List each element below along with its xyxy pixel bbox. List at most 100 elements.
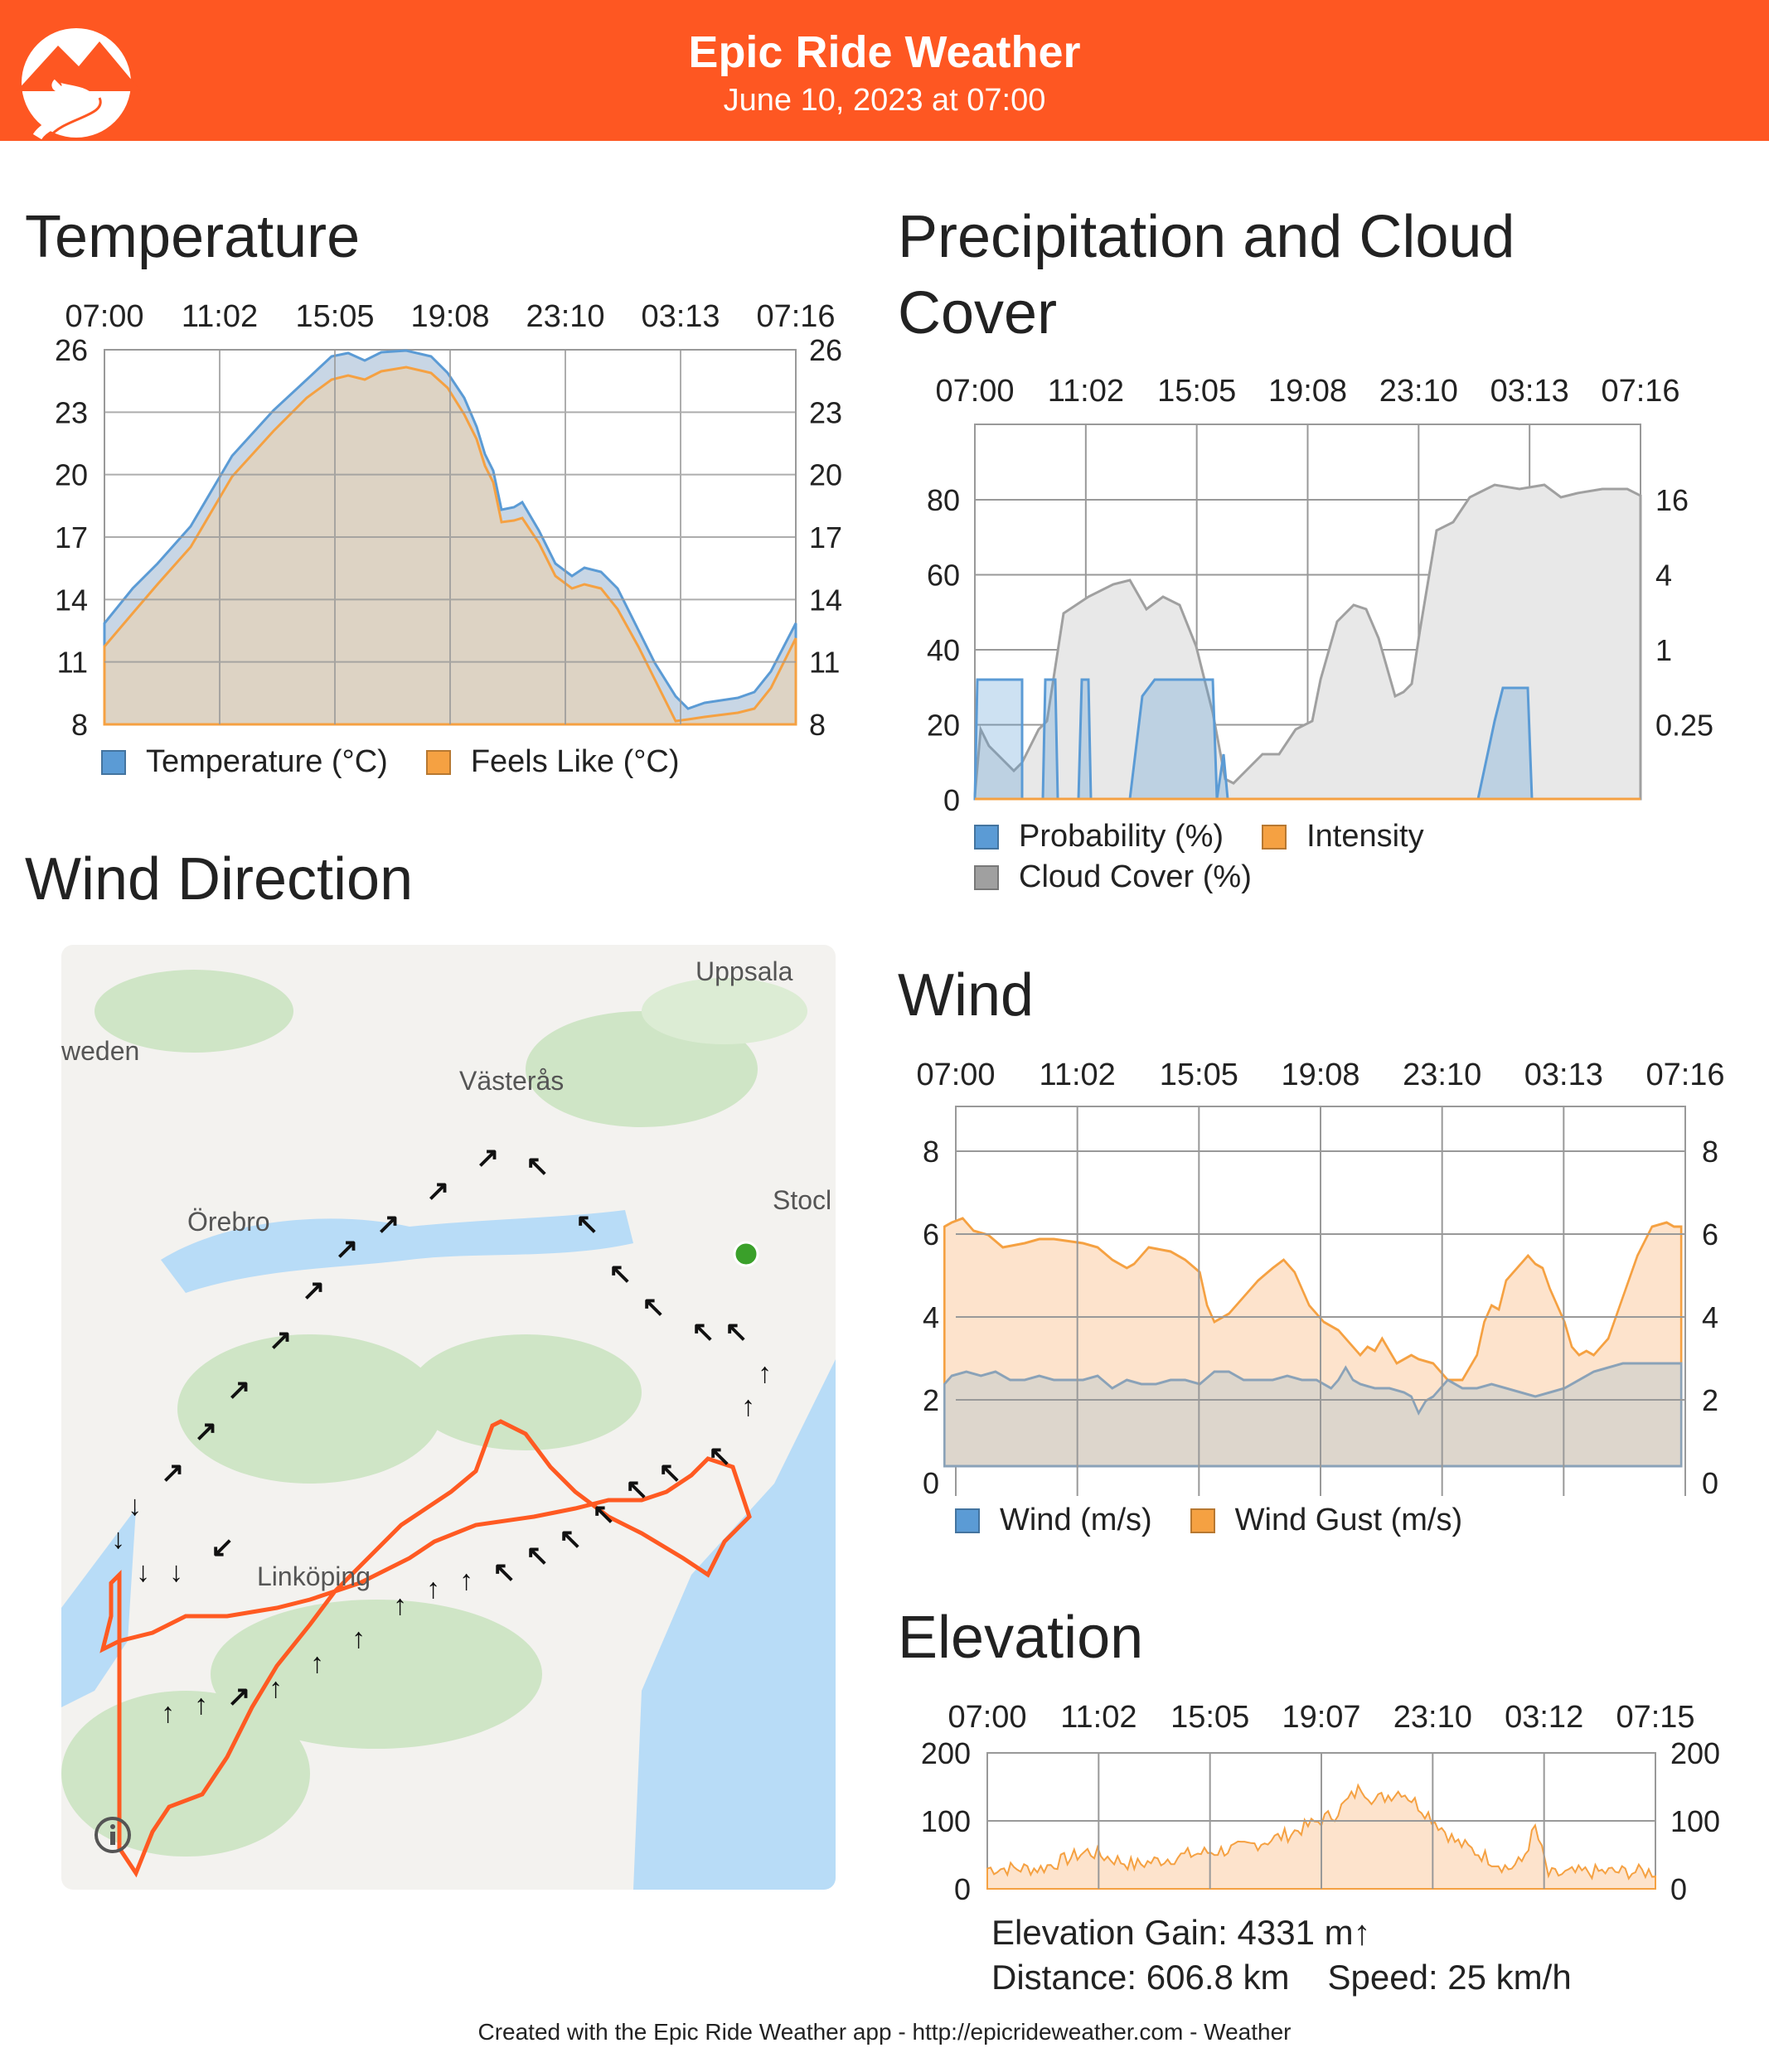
legend-wind-gust[interactable]: Wind Gust (m/s) — [1190, 1503, 1462, 1538]
x-tick-label: 07:00 — [916, 1058, 995, 1092]
map-label-orebro: Örebro — [187, 1207, 270, 1237]
ride-stats: Elevation Gain: 4331 m↑ Distance: 606.8 … — [991, 1910, 1572, 2000]
wind-arrow-icon: ↖ — [642, 1291, 666, 1323]
wind-area — [943, 1362, 1683, 1468]
legend-temperature[interactable]: Temperature (°C) — [101, 744, 388, 780]
x-tick-label: 23:10 — [1379, 374, 1458, 409]
wind-arrow-icon: ↑ — [310, 1648, 324, 1679]
y-tick-label-right: 0 — [1702, 1466, 1718, 1496]
wind-arrow-icon: ↖ — [725, 1316, 749, 1348]
wind-arrow-icon: ↖ — [526, 1540, 550, 1571]
y-tick-label: 11 — [57, 646, 88, 680]
wind-title: Wind — [898, 962, 1035, 1029]
wind-chart: 07:00 11:02 15:05 19:08 23:10 03:13 07:16 8 8 6 6… — [916, 1058, 1725, 1496]
y-tick-label: 20 — [927, 709, 960, 743]
y-tick-label: 8 — [71, 708, 88, 738]
wind-arrow-icon: ↙ — [211, 1532, 235, 1563]
legend-feels-like[interactable]: Feels Like (°C) — [425, 744, 680, 780]
elevation-title: Elevation — [898, 1605, 1144, 1671]
y-tick-label-right: 14 — [809, 583, 842, 617]
wind-arrow-icon: ↖ — [559, 1523, 583, 1555]
wind-arrow-icon: ↗ — [269, 1324, 293, 1356]
legend-cloud-cover[interactable]: Cloud Cover (%) — [974, 859, 1252, 895]
map-canvas — [61, 970, 836, 1890]
y-tick-label: 100 — [921, 1804, 971, 1838]
y-tick-label: 0 — [923, 1466, 939, 1496]
y-tick-label-right: 4 — [1702, 1300, 1718, 1334]
wind-arrow-icon: ↖ — [492, 1556, 516, 1588]
wind-arrow-icon: ↖ — [625, 1474, 649, 1505]
wind-arrow-icon: ↗ — [426, 1175, 450, 1207]
elevation-chart: 07:00 11:02 15:05 19:07 23:10 03:12 07:15 200 2… — [921, 1700, 1720, 1906]
speed: Speed: 25 km/h — [1327, 1958, 1572, 1997]
x-tick-label: 15:05 — [1157, 374, 1236, 409]
x-tick-label: 07:00 — [948, 1700, 1026, 1735]
y-tick-label-right: 26 — [809, 333, 842, 367]
y-tick-label-right: 2 — [1702, 1383, 1718, 1417]
wind-arrow-icon: ↖ — [592, 1498, 616, 1530]
y-tick-label: 20 — [55, 458, 88, 492]
map-label-sweden: weden — [61, 1036, 140, 1066]
distance: Distance: 606.8 km — [991, 1958, 1290, 1997]
map-label-linkoping: Linköping — [257, 1561, 371, 1591]
wind-legend: Wind (m/s) Wind Gust (m/s) — [955, 1503, 1462, 1538]
mountain-road-logo — [17, 28, 141, 140]
wind-arrow-icon: ↖ — [608, 1258, 632, 1290]
y-tick-label-right: 8 — [1702, 1135, 1718, 1169]
y-tick-label-right: 17 — [809, 520, 842, 554]
wind-arrow-icon: ↖ — [708, 1440, 732, 1472]
wind-arrow-icon: ↑ — [269, 1673, 283, 1704]
y-tick-label: 2 — [923, 1383, 939, 1417]
y-tick-label: 23 — [55, 395, 88, 429]
y-tick-label-right: 200 — [1670, 1736, 1720, 1770]
y-tick-label: 17 — [55, 520, 88, 554]
x-tick-label: 19:08 — [1268, 374, 1347, 409]
legend-wind[interactable]: Wind (m/s) — [955, 1503, 1152, 1538]
x-tick-label: 03:13 — [1490, 374, 1569, 409]
x-tick-label: 07:15 — [1616, 1700, 1694, 1735]
y-tick-label-right: 11 — [809, 646, 840, 680]
y-tick-label: 200 — [921, 1736, 971, 1770]
y-tick-label-right: 20 — [809, 458, 842, 492]
y-tick-label-right: 1 — [1655, 633, 1672, 667]
ride-date: June 10, 2023 at 07:00 — [723, 83, 1046, 118]
footer-credit[interactable]: Created with the Epic Ride Weather app -… — [477, 2019, 1292, 2045]
wind-arrow-icon: ↗ — [335, 1233, 359, 1265]
y-tick-label: 80 — [927, 483, 960, 517]
y-tick-label: 26 — [55, 333, 88, 367]
x-tick-label: 23:10 — [526, 299, 604, 334]
x-tick-label: 11:02 — [1040, 1058, 1116, 1092]
y-tick-label: 6 — [923, 1218, 939, 1251]
info-icon[interactable] — [93, 1815, 133, 1855]
wind-arrow-icon: ↓ — [128, 1490, 142, 1522]
elevation-gain: Elevation Gain: 4331 m↑ — [991, 1913, 1371, 1952]
x-tick-label: 11:02 — [182, 299, 258, 334]
x-tick-label: 03:13 — [641, 299, 720, 334]
wind-arrow-icon: ↓ — [136, 1556, 150, 1588]
x-tick-label: 23:10 — [1393, 1700, 1472, 1735]
cloud-cover-area — [973, 483, 1642, 801]
legend-intensity[interactable]: Intensity — [1262, 819, 1424, 854]
y-tick-label: 40 — [927, 633, 960, 667]
y-tick-label: 8 — [923, 1135, 939, 1169]
wind-arrow-icon: ↖ — [691, 1316, 715, 1348]
wind-arrow-icon: ↑ — [161, 1697, 175, 1729]
x-tick-label: 15:05 — [295, 299, 374, 334]
x-tick-label: 07:16 — [1601, 374, 1679, 409]
wind-arrow-icon: ↖ — [658, 1457, 682, 1489]
wind-arrow-icon: ↖ — [575, 1208, 599, 1240]
wind-arrow-icon: ↗ — [227, 1681, 251, 1712]
wind-arrow-icon: ↑ — [393, 1590, 407, 1621]
route-map[interactable]: ↑ ↑ ↗ ↑ ↑ ↑ ↑ ↑ ↑ ↖ ↖ ↖ ↖ ↖ ↖ ↖ ↑ ↑ ↖ ↖ ↖ ↖ ↖ ↖ ↗ ↗ ↗ ↗ ↗ ↗ ↗ ↗ ↗ ↓ ↓ ↓ ↓ ↙ U… — [61, 945, 836, 1890]
y-tick-label: 0 — [943, 783, 960, 812]
wind-arrow-icon: ↗ — [227, 1374, 251, 1406]
map-label-uppsala: Uppsala — [695, 956, 793, 986]
x-tick-label: 11:02 — [1048, 374, 1124, 409]
wind-arrow-icon: ↗ — [161, 1457, 185, 1489]
wind-arrow-icon: ↑ — [758, 1358, 772, 1389]
legend-probability[interactable]: Probability (%) — [974, 819, 1224, 854]
y-tick-label-right: 0 — [1670, 1872, 1687, 1906]
x-tick-label: 15:05 — [1170, 1700, 1249, 1735]
y-tick-label-right: 23 — [809, 395, 842, 429]
x-tick-label: 03:12 — [1505, 1700, 1583, 1735]
